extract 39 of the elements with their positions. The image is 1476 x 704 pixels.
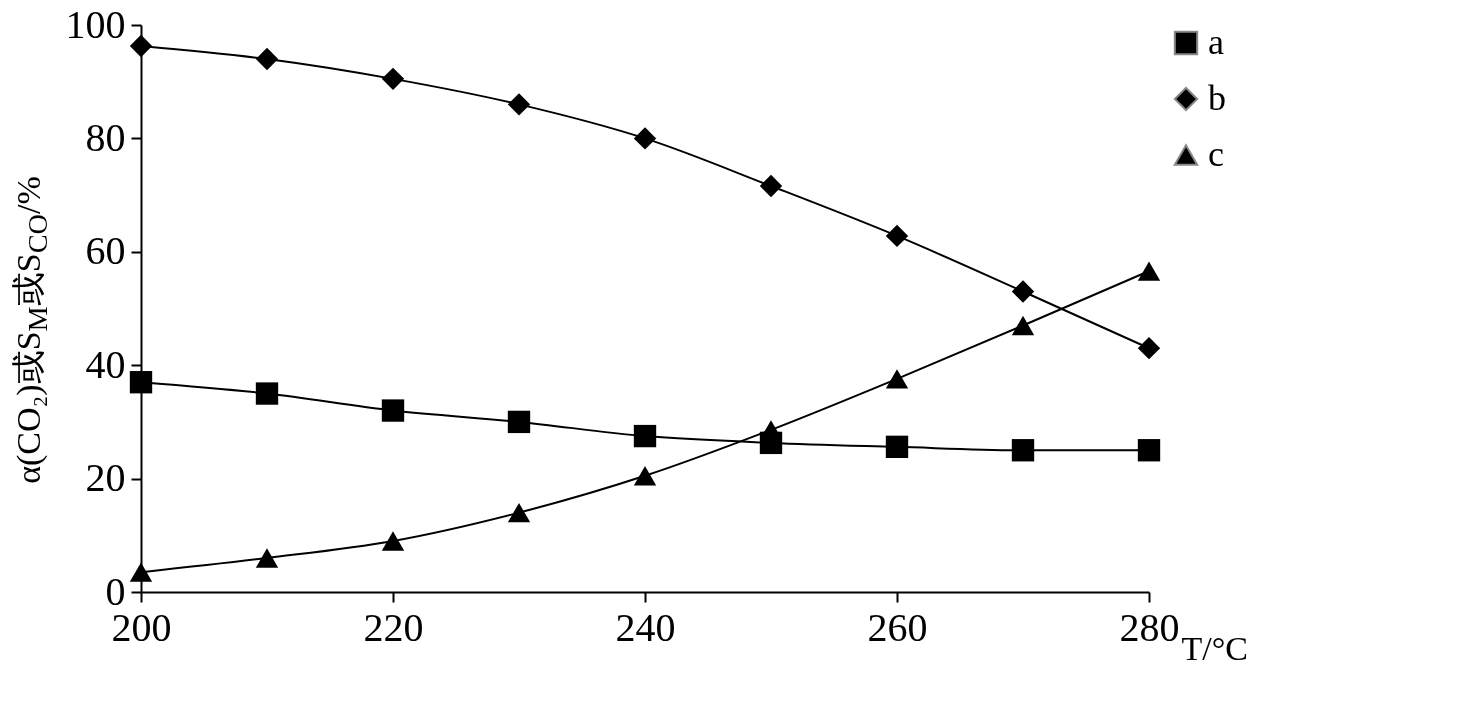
point xyxy=(633,466,657,486)
point xyxy=(255,548,279,568)
x-tick-label: 280 xyxy=(1119,604,1180,650)
y-tick-label: 40 xyxy=(85,341,126,387)
point xyxy=(507,502,531,523)
point xyxy=(1011,315,1035,336)
point xyxy=(1137,439,1161,462)
point xyxy=(633,424,657,448)
point xyxy=(885,435,909,459)
point xyxy=(381,531,405,551)
point xyxy=(381,399,405,422)
legend-label: c xyxy=(1208,134,1224,174)
point xyxy=(507,410,531,434)
point xyxy=(759,174,783,198)
y-tick-label: 20 xyxy=(85,455,126,501)
legend-label: b xyxy=(1208,78,1226,118)
x-tick-label: 240 xyxy=(615,604,676,650)
point xyxy=(1137,261,1161,281)
x-tick-label: 260 xyxy=(867,604,928,650)
point xyxy=(381,67,405,91)
x-tick-label: 220 xyxy=(363,604,424,650)
point xyxy=(507,93,531,116)
point xyxy=(1011,439,1035,462)
point xyxy=(129,562,153,582)
point xyxy=(633,127,657,150)
y-tick-label: 100 xyxy=(65,1,126,47)
point xyxy=(1137,337,1161,360)
point xyxy=(885,369,909,389)
y-tick-label: 60 xyxy=(85,228,126,274)
point xyxy=(255,382,279,405)
point xyxy=(129,371,153,394)
point xyxy=(1011,280,1035,303)
point xyxy=(885,224,909,248)
point xyxy=(759,420,783,440)
point xyxy=(129,34,153,58)
x-axis-title: T/°C xyxy=(1181,629,1248,667)
point xyxy=(255,47,279,71)
y-tick-label: 80 xyxy=(85,114,126,160)
legend-label: a xyxy=(1208,22,1224,62)
